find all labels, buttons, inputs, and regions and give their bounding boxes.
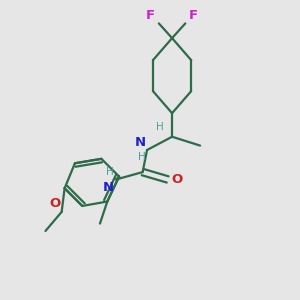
Text: O: O xyxy=(171,173,182,186)
Text: O: O xyxy=(49,197,60,210)
Text: H: H xyxy=(106,167,114,177)
Text: N: N xyxy=(134,136,146,148)
Text: F: F xyxy=(189,9,198,22)
Text: N: N xyxy=(103,181,114,194)
Text: F: F xyxy=(146,9,155,22)
Text: H: H xyxy=(138,152,146,162)
Text: H: H xyxy=(156,122,164,132)
